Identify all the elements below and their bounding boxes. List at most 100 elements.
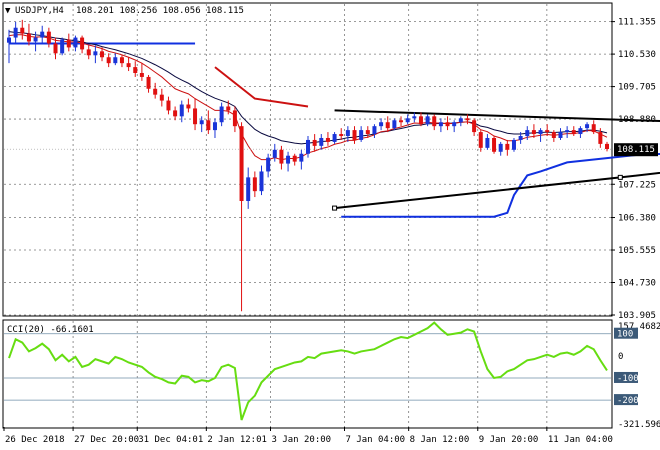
candle-body bbox=[292, 155, 297, 162]
candle-body bbox=[505, 143, 510, 150]
ohlc-readout: 108.201 108.256 108.056 108.115 bbox=[76, 6, 244, 16]
candle-body bbox=[40, 31, 45, 38]
candle-body bbox=[53, 43, 58, 54]
candle-body bbox=[418, 116, 423, 125]
candle-body bbox=[13, 27, 18, 38]
current-price-label: 108.115 bbox=[617, 145, 655, 155]
axes: 111.355 110.530 109.705 108.880 107.225 106.3… bbox=[3, 18, 660, 445]
candle-body bbox=[146, 76, 151, 89]
candle-body bbox=[179, 104, 184, 117]
candle-body bbox=[399, 120, 404, 123]
cci-pane bbox=[4, 321, 611, 421]
candle-body bbox=[538, 130, 543, 135]
cci-tick-label: -100 bbox=[617, 374, 639, 384]
price-tick-label: 104.730 bbox=[618, 279, 656, 289]
candle-body bbox=[93, 51, 98, 56]
price-tick-label: 111.355 bbox=[618, 18, 656, 28]
menu-glyph[interactable]: ▼ bbox=[5, 6, 11, 16]
candle-body bbox=[319, 137, 324, 146]
time-tick-label: 11 Jan 04:00 bbox=[548, 435, 613, 445]
candle-body bbox=[113, 57, 118, 64]
candle-body bbox=[425, 116, 430, 125]
candle-body bbox=[299, 153, 304, 162]
candle-body bbox=[365, 130, 370, 135]
candle-body bbox=[578, 128, 583, 135]
candle-body bbox=[133, 67, 138, 74]
candle-body bbox=[266, 157, 271, 172]
candle-body bbox=[345, 130, 350, 137]
upper-trendline bbox=[334, 109, 660, 123]
cci-level-box bbox=[614, 327, 638, 339]
candle-body bbox=[193, 108, 198, 125]
price-tick-label: 109.705 bbox=[618, 83, 656, 93]
candle-body bbox=[492, 137, 497, 152]
candle-body bbox=[199, 120, 204, 125]
candle-body bbox=[80, 37, 85, 50]
candle-body bbox=[259, 171, 264, 192]
candle-body bbox=[7, 37, 11, 43]
candle-body bbox=[332, 134, 337, 142]
candle-body bbox=[545, 130, 550, 133]
current-price-box bbox=[614, 143, 658, 157]
time-tick-label: 7 Jan 04:00 bbox=[346, 435, 406, 445]
candle-body bbox=[20, 27, 25, 34]
candles bbox=[7, 19, 609, 312]
time-tick-label: 3 Jan 20:00 bbox=[271, 435, 331, 445]
candle-body bbox=[66, 39, 71, 48]
candle-body bbox=[86, 49, 91, 56]
candle-body bbox=[551, 132, 556, 138]
price-tick-label: 110.530 bbox=[618, 50, 656, 60]
candle-body bbox=[126, 63, 131, 68]
price-tick-label: 105.555 bbox=[618, 246, 656, 256]
candle-body bbox=[565, 130, 570, 133]
candle-body bbox=[571, 130, 576, 135]
candle-body bbox=[359, 130, 364, 140]
candle-body bbox=[445, 122, 450, 127]
trendline-anchor bbox=[332, 205, 338, 211]
candle-body bbox=[286, 155, 291, 164]
candle-body bbox=[385, 122, 390, 129]
time-tick-label: 9 Jan 20:00 bbox=[479, 435, 539, 445]
candle-body bbox=[531, 130, 536, 135]
candle-body bbox=[478, 132, 483, 148]
candle-body bbox=[379, 122, 384, 127]
candle-body bbox=[465, 118, 470, 121]
cci-level-box bbox=[614, 371, 638, 383]
cci-tick-label: 100 bbox=[617, 330, 633, 340]
time-tick-label: 31 Dec 04:01 bbox=[138, 435, 203, 445]
cci-tick-label: -200 bbox=[617, 396, 639, 406]
lower-trendline bbox=[334, 171, 660, 210]
trendline-anchor bbox=[617, 174, 623, 180]
candle-body bbox=[279, 149, 284, 164]
candle-body bbox=[100, 51, 105, 58]
candle-body bbox=[452, 122, 457, 127]
indicator-pane-frame bbox=[2, 319, 613, 429]
candle-body bbox=[591, 124, 596, 133]
candle-body bbox=[212, 122, 217, 131]
main-pane-frame bbox=[2, 2, 613, 317]
candle-body bbox=[60, 39, 65, 54]
candle-body bbox=[412, 116, 417, 119]
price-tick-label: 107.225 bbox=[618, 180, 656, 190]
slow-ma-line bbox=[8, 31, 608, 145]
time-tick-label: 26 Dec 2018 bbox=[5, 435, 65, 445]
candle-body bbox=[159, 94, 164, 101]
cci-label: CCI(20) -66.1601 bbox=[7, 325, 94, 335]
candle-body bbox=[525, 130, 530, 137]
candle-body bbox=[106, 57, 111, 64]
candle-body bbox=[73, 37, 78, 48]
candle-body bbox=[339, 134, 344, 137]
candle-body bbox=[325, 137, 330, 142]
cci-tick-label: 0 bbox=[618, 352, 623, 362]
candle-body bbox=[232, 110, 237, 127]
candle-body bbox=[598, 132, 603, 144]
candle-body bbox=[173, 110, 178, 117]
cci-line bbox=[8, 321, 608, 421]
candle-body bbox=[392, 120, 397, 129]
candle-body bbox=[272, 149, 277, 158]
candle-body bbox=[206, 120, 211, 131]
candle-body bbox=[46, 31, 51, 44]
candle-body bbox=[438, 122, 443, 127]
price-tick-label: 108.880 bbox=[618, 115, 656, 125]
